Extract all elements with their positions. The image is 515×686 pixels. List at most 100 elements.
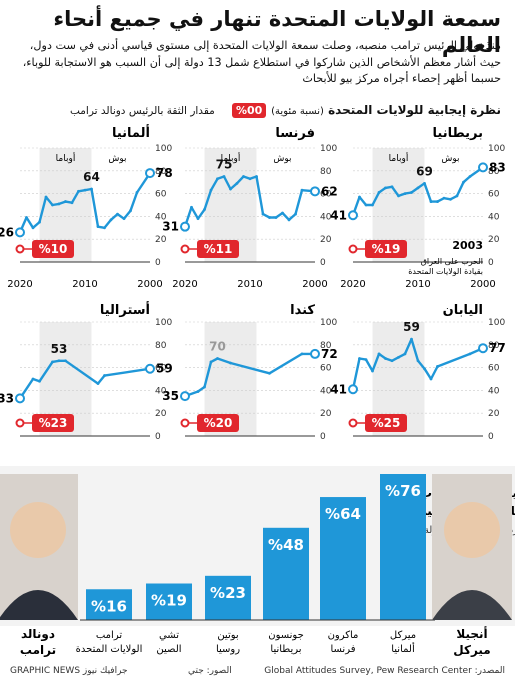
data-point (384, 357, 387, 360)
era-label-bush: بوش (273, 154, 291, 164)
data-point (397, 194, 400, 198)
data-point (377, 352, 381, 356)
start-marker (145, 168, 155, 179)
data-point (248, 177, 252, 181)
data-point (364, 358, 368, 362)
bar-value-label: %23 (210, 584, 246, 602)
data-point (255, 175, 258, 178)
x-tick-label: 2010 (405, 279, 430, 290)
data-point (468, 175, 472, 178)
data-point (57, 359, 61, 363)
trump-confidence-badge (32, 240, 74, 258)
badge-dot (15, 418, 25, 428)
start-value-label: 83 (489, 160, 506, 174)
bar-category-label: الصين (156, 644, 181, 655)
bar-category-label: بوتين (217, 630, 238, 641)
data-point (25, 216, 28, 219)
y-tick-label: 60 (488, 364, 500, 374)
y-tick-label: 40 (155, 386, 167, 396)
data-point (423, 367, 426, 371)
end-marker (348, 210, 358, 221)
series-line (351, 337, 484, 390)
data-point (64, 200, 67, 203)
bar (146, 583, 192, 620)
trump-confidence-value: %23 (39, 416, 68, 430)
end-value-label: 33 (0, 391, 14, 405)
data-point (377, 191, 381, 194)
start-marker (478, 343, 488, 354)
data-point (274, 216, 278, 219)
data-point (90, 187, 93, 191)
bar-category-label: ميركل (390, 630, 416, 641)
data-point (216, 177, 219, 181)
data-point (203, 208, 206, 211)
page-title: سمعة الولايات المتحدة تنهار في جميع أنحا… (53, 7, 501, 57)
y-tick-label: 20 (155, 409, 167, 419)
end-marker (15, 227, 25, 238)
trump-confidence-badge (197, 240, 239, 258)
trump-confidence-value: %19 (372, 242, 401, 256)
bar-category-label: بريطانيا (270, 644, 301, 655)
era-label-obama: أوباما (221, 152, 241, 164)
bar (205, 575, 251, 620)
end-value-label: 41 (330, 382, 347, 396)
data-point (410, 337, 413, 341)
trump-confidence-value: %25 (372, 416, 401, 430)
start-value-label: 78 (156, 166, 173, 180)
start-value-label: 72 (321, 347, 338, 361)
era-label-obama: أوباما (389, 152, 409, 164)
bar (380, 474, 426, 620)
data-point (403, 352, 407, 356)
y-tick-label: 20 (488, 409, 500, 419)
data-point (287, 218, 291, 222)
y-tick-label: 20 (488, 235, 500, 245)
y-tick-label: 100 (320, 144, 337, 154)
country-name: فرنسا (275, 126, 315, 141)
data-point (96, 225, 100, 229)
badge-dot (180, 418, 190, 428)
data-point (462, 180, 465, 184)
y-tick-label: 20 (320, 235, 332, 245)
bar-value-label: %16 (91, 597, 127, 615)
data-point (31, 377, 35, 381)
bar-category-label: ترامب (96, 630, 122, 641)
bar-category-label: فرنسا (330, 644, 355, 655)
data-point (44, 195, 48, 199)
era-label-bush: بوش (108, 154, 126, 164)
data-point (135, 191, 139, 194)
bar (320, 497, 366, 620)
y-tick-label: 0 (320, 432, 326, 442)
y-tick-label: 80 (488, 341, 500, 351)
merkel-name: أنجيلا (456, 626, 487, 641)
data-point (397, 355, 400, 359)
y-tick-label: 100 (488, 144, 505, 154)
data-point (390, 359, 394, 363)
y-tick-label: 0 (488, 258, 494, 268)
country-name: ألمانيا (112, 124, 150, 141)
y-tick-label: 80 (155, 167, 167, 177)
x-tick-label: 2000 (137, 279, 162, 290)
trump-confidence-badge (365, 240, 407, 258)
bar-category-label: ماكرون (328, 630, 359, 641)
data-point (196, 390, 200, 393)
data-point (390, 185, 394, 189)
section-title-text: نظرة إيجابية للولايات المتحدة (328, 103, 501, 117)
data-point (358, 357, 361, 360)
start-marker (310, 186, 320, 197)
mid-value-label: 53 (51, 342, 68, 356)
start-value-label: 62 (321, 184, 338, 198)
bar (263, 527, 309, 620)
y-tick-label: 0 (320, 258, 326, 268)
y-tick-label: 60 (320, 190, 332, 200)
end-marker (180, 391, 190, 402)
data-point (235, 181, 239, 185)
data-point (268, 216, 271, 219)
x-tick-label: 2020 (7, 279, 32, 290)
section-subtitle: (نسبة مئوية) (271, 106, 324, 117)
mid-value-label: 70 (209, 339, 226, 353)
end-value-label: 35 (162, 389, 179, 403)
data-point (281, 211, 284, 215)
bar-category-label: روسيا (216, 644, 240, 655)
data-point (31, 226, 35, 230)
